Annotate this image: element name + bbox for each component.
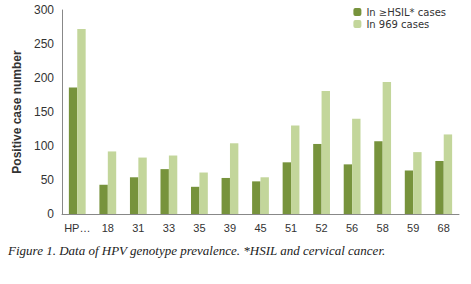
svg-text:59: 59 (407, 222, 419, 234)
svg-text:58: 58 (377, 222, 389, 234)
svg-text:33: 33 (163, 222, 175, 234)
html-text:Figure 1. Data of HPV genotype: Figure 1. Data of HPV genotype prevalenc… (8, 243, 386, 258)
svg-text:HP…: HP… (64, 222, 90, 234)
svg-text:100: 100 (34, 139, 54, 153)
svg-text:Positive case number: Positive case number (10, 50, 24, 174)
svg-text:In ≥HSIL* cases: In ≥HSIL* cases (366, 7, 446, 18)
svg-text:18: 18 (102, 222, 114, 234)
svg-text:51: 51 (285, 222, 297, 234)
svg-text:31: 31 (132, 222, 144, 234)
svg-text:250: 250 (34, 37, 54, 51)
svg-text:45: 45 (254, 222, 266, 234)
svg-text:150: 150 (34, 105, 54, 119)
svg-text:56: 56 (346, 222, 358, 234)
svg-text:52: 52 (315, 222, 327, 234)
svg-text:68: 68 (438, 222, 450, 234)
svg-text:0: 0 (47, 207, 54, 221)
svg-text:39: 39 (224, 222, 236, 234)
svg-text:200: 200 (34, 71, 54, 85)
svg-text:50: 50 (41, 173, 55, 187)
svg-text:35: 35 (193, 222, 205, 234)
svg-text:300: 300 (34, 3, 54, 17)
svg-text:In 969 cases: In 969 cases (366, 19, 429, 30)
